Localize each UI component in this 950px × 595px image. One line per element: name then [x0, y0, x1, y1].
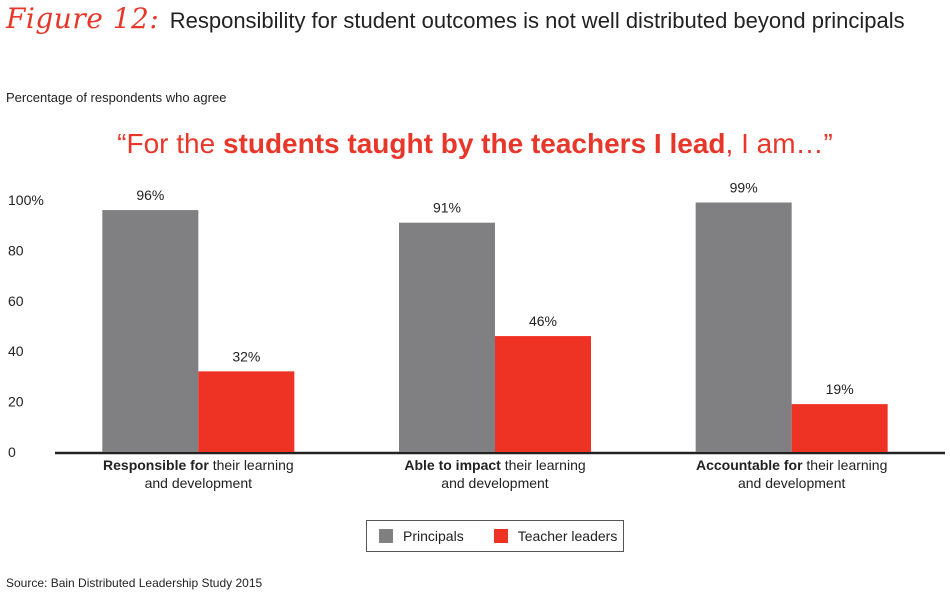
bar-principals — [695, 202, 792, 452]
quote-bold: students taught by the teachers I lead — [222, 128, 726, 159]
data-label: 96% — [136, 187, 164, 203]
figure-label: Figure 12: — [6, 2, 160, 35]
category-label-line2: and development — [441, 475, 549, 491]
data-label: 91% — [433, 200, 461, 216]
bar-chart: 0 20 40 60 80 100% 96% 32% Responsible for their… — [8, 180, 945, 491]
legend-item-principals: Principals — [379, 528, 464, 544]
bar-teacher-leaders — [495, 336, 591, 452]
data-label: 46% — [529, 313, 557, 329]
category-label: Accountable for their learning — [696, 457, 887, 473]
category-label-line2: and development — [738, 475, 846, 491]
data-label: 32% — [232, 348, 260, 364]
source-note: Source: Bain Distributed Leadership Stud… — [6, 576, 263, 590]
figure-header: Figure 12: Responsibility for student ou… — [6, 2, 905, 35]
quote-heading: “For the students taught by the teachers… — [0, 128, 950, 160]
chart-legend: Principals Teacher leaders — [366, 520, 624, 552]
quote-close: , I am…” — [725, 128, 833, 159]
legend-swatch-teacher-leaders — [493, 529, 508, 543]
bar-principals — [102, 210, 199, 452]
legend-label-teacher-leaders: Teacher leaders — [517, 528, 618, 544]
category-label: Able to impact their learning — [404, 457, 585, 473]
bar-principals — [399, 222, 495, 452]
y-tick-label: 80 — [8, 242, 24, 258]
legend-swatch-principals — [379, 529, 393, 543]
data-label: 19% — [826, 381, 854, 397]
y-tick-label: 20 — [8, 394, 24, 410]
legend-label-principals: Principals — [403, 528, 464, 544]
y-tick-label: 100% — [8, 192, 44, 208]
quote-open: “For the — [117, 128, 223, 159]
figure-title: Responsibility for student outcomes is n… — [169, 8, 905, 33]
y-tick-label: 60 — [8, 293, 24, 309]
legend-item-teacher-leaders: Teacher leaders — [493, 528, 618, 544]
data-label: 99% — [730, 180, 758, 196]
y-tick-label: 40 — [8, 343, 24, 359]
bar-teacher-leaders — [791, 404, 888, 452]
category-label: Responsible for their learning — [103, 457, 294, 473]
bar-teacher-leaders — [198, 371, 295, 452]
category-label-line2: and development — [145, 475, 253, 491]
y-tick-label: 0 — [8, 444, 16, 460]
chart-subtitle: Percentage of respondents who agree — [6, 90, 227, 105]
